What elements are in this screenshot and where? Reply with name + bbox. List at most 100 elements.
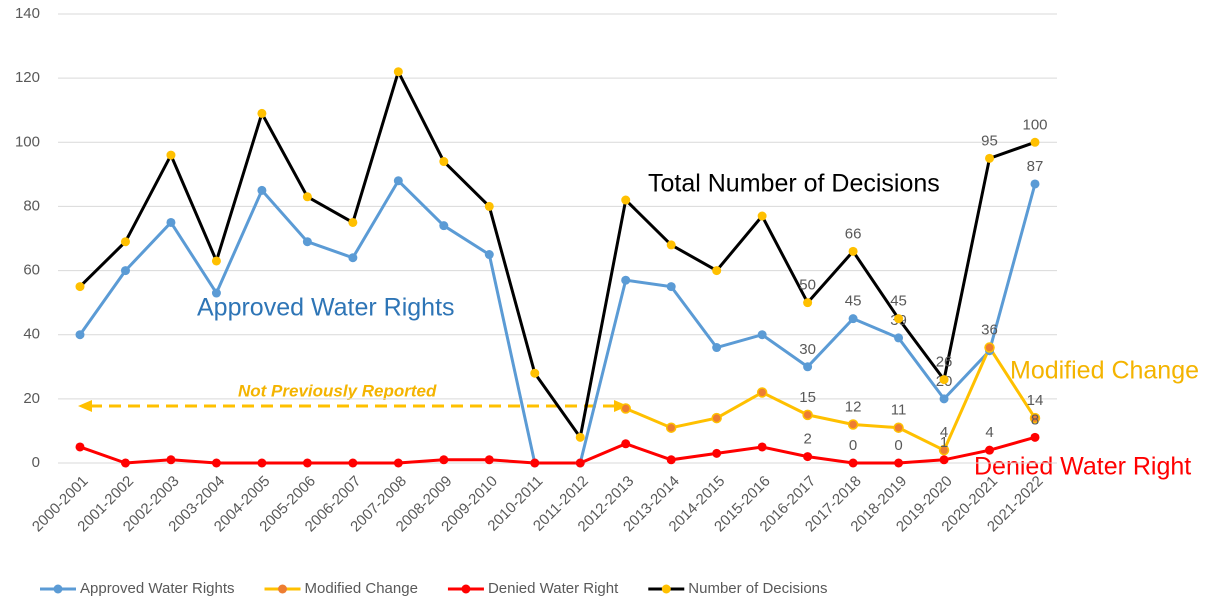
legend-marker <box>278 584 288 594</box>
arrow-head <box>78 400 92 412</box>
marker <box>666 455 676 465</box>
y-tick-label: 20 <box>23 390 40 407</box>
marker <box>939 394 949 404</box>
marker <box>803 362 813 372</box>
marker <box>803 452 813 462</box>
data-label: 100 <box>1022 116 1047 133</box>
data-label: 66 <box>845 225 862 242</box>
data-label: 30 <box>799 341 816 358</box>
marker <box>803 298 813 308</box>
marker <box>439 455 449 465</box>
marker <box>757 211 767 221</box>
marker <box>120 266 130 276</box>
marker <box>575 458 585 468</box>
marker <box>848 314 858 324</box>
data-label: 45 <box>845 293 862 310</box>
marker <box>621 439 631 449</box>
marker <box>756 387 768 398</box>
y-tick-label: 60 <box>23 262 40 279</box>
marker <box>938 444 950 456</box>
marker <box>393 67 403 77</box>
annotation: Modified Change <box>1010 357 1199 385</box>
annotation: Approved Water Rights <box>197 294 455 322</box>
series-line <box>78 67 1036 442</box>
marker <box>848 458 858 468</box>
data-label: 1 <box>940 434 948 451</box>
data-label: 11 <box>891 402 907 419</box>
marker <box>985 445 995 455</box>
y-tick-label: 100 <box>15 133 40 150</box>
marker <box>757 330 767 340</box>
data-label: 4 <box>985 424 993 441</box>
marker <box>712 343 722 353</box>
marker <box>75 330 85 340</box>
marker <box>75 282 85 292</box>
marker <box>621 275 631 285</box>
annotation: Total Number of Decisions <box>648 170 940 198</box>
marker <box>894 333 904 343</box>
series-line <box>79 435 1036 465</box>
legend-label: Number of Decisions <box>688 580 827 597</box>
marker <box>166 217 176 227</box>
data-label: 45 <box>890 293 907 310</box>
marker <box>894 458 904 468</box>
legend-marker <box>661 584 671 594</box>
marker <box>393 458 403 468</box>
marker <box>848 246 858 256</box>
data-label: 87 <box>1027 158 1044 175</box>
marker <box>302 192 312 202</box>
marker <box>257 458 267 468</box>
marker <box>348 253 358 263</box>
marker <box>712 448 722 458</box>
marker <box>484 250 494 260</box>
marker <box>166 150 176 160</box>
marker <box>530 458 540 468</box>
marker <box>620 403 631 414</box>
marker <box>712 266 722 276</box>
marker <box>621 195 631 205</box>
marker <box>257 185 267 195</box>
legend-marker <box>53 584 63 594</box>
marker <box>393 176 403 186</box>
data-label: 4 <box>940 424 948 441</box>
marker <box>484 455 494 465</box>
marker <box>348 217 358 227</box>
marker <box>1030 179 1040 189</box>
marker <box>665 422 677 433</box>
series-line <box>625 344 1037 453</box>
marker <box>211 288 221 298</box>
data-label: 14 <box>1027 392 1044 409</box>
marker <box>757 442 767 452</box>
marker <box>939 375 949 385</box>
marker <box>484 201 494 211</box>
data-label: 50 <box>799 277 816 294</box>
data-label: 12 <box>845 398 862 415</box>
data-label: 0 <box>849 437 857 454</box>
marker <box>893 422 904 433</box>
legend-label: Approved Water Rights <box>80 580 235 597</box>
marker <box>666 240 676 250</box>
marker <box>120 237 130 247</box>
y-tick-label: 80 <box>23 197 40 214</box>
marker <box>302 458 312 468</box>
y-tick-label: 140 <box>15 5 40 22</box>
marker <box>211 458 221 468</box>
arrow-head <box>614 400 628 412</box>
marker <box>302 237 312 247</box>
data-label: 36 <box>981 322 998 339</box>
data-label: 8 <box>1031 411 1039 428</box>
marker <box>666 282 676 292</box>
y-tick-label: 0 <box>32 454 40 471</box>
marker <box>985 153 995 163</box>
marker <box>1030 137 1040 147</box>
marker <box>1029 412 1041 424</box>
data-label: 26 <box>936 354 953 371</box>
legend-marker <box>461 584 471 594</box>
marker <box>847 419 859 430</box>
marker <box>439 221 449 231</box>
data-label: 95 <box>981 132 998 149</box>
marker <box>1030 432 1040 442</box>
marker <box>802 409 813 421</box>
data-label: 0 <box>894 437 902 454</box>
